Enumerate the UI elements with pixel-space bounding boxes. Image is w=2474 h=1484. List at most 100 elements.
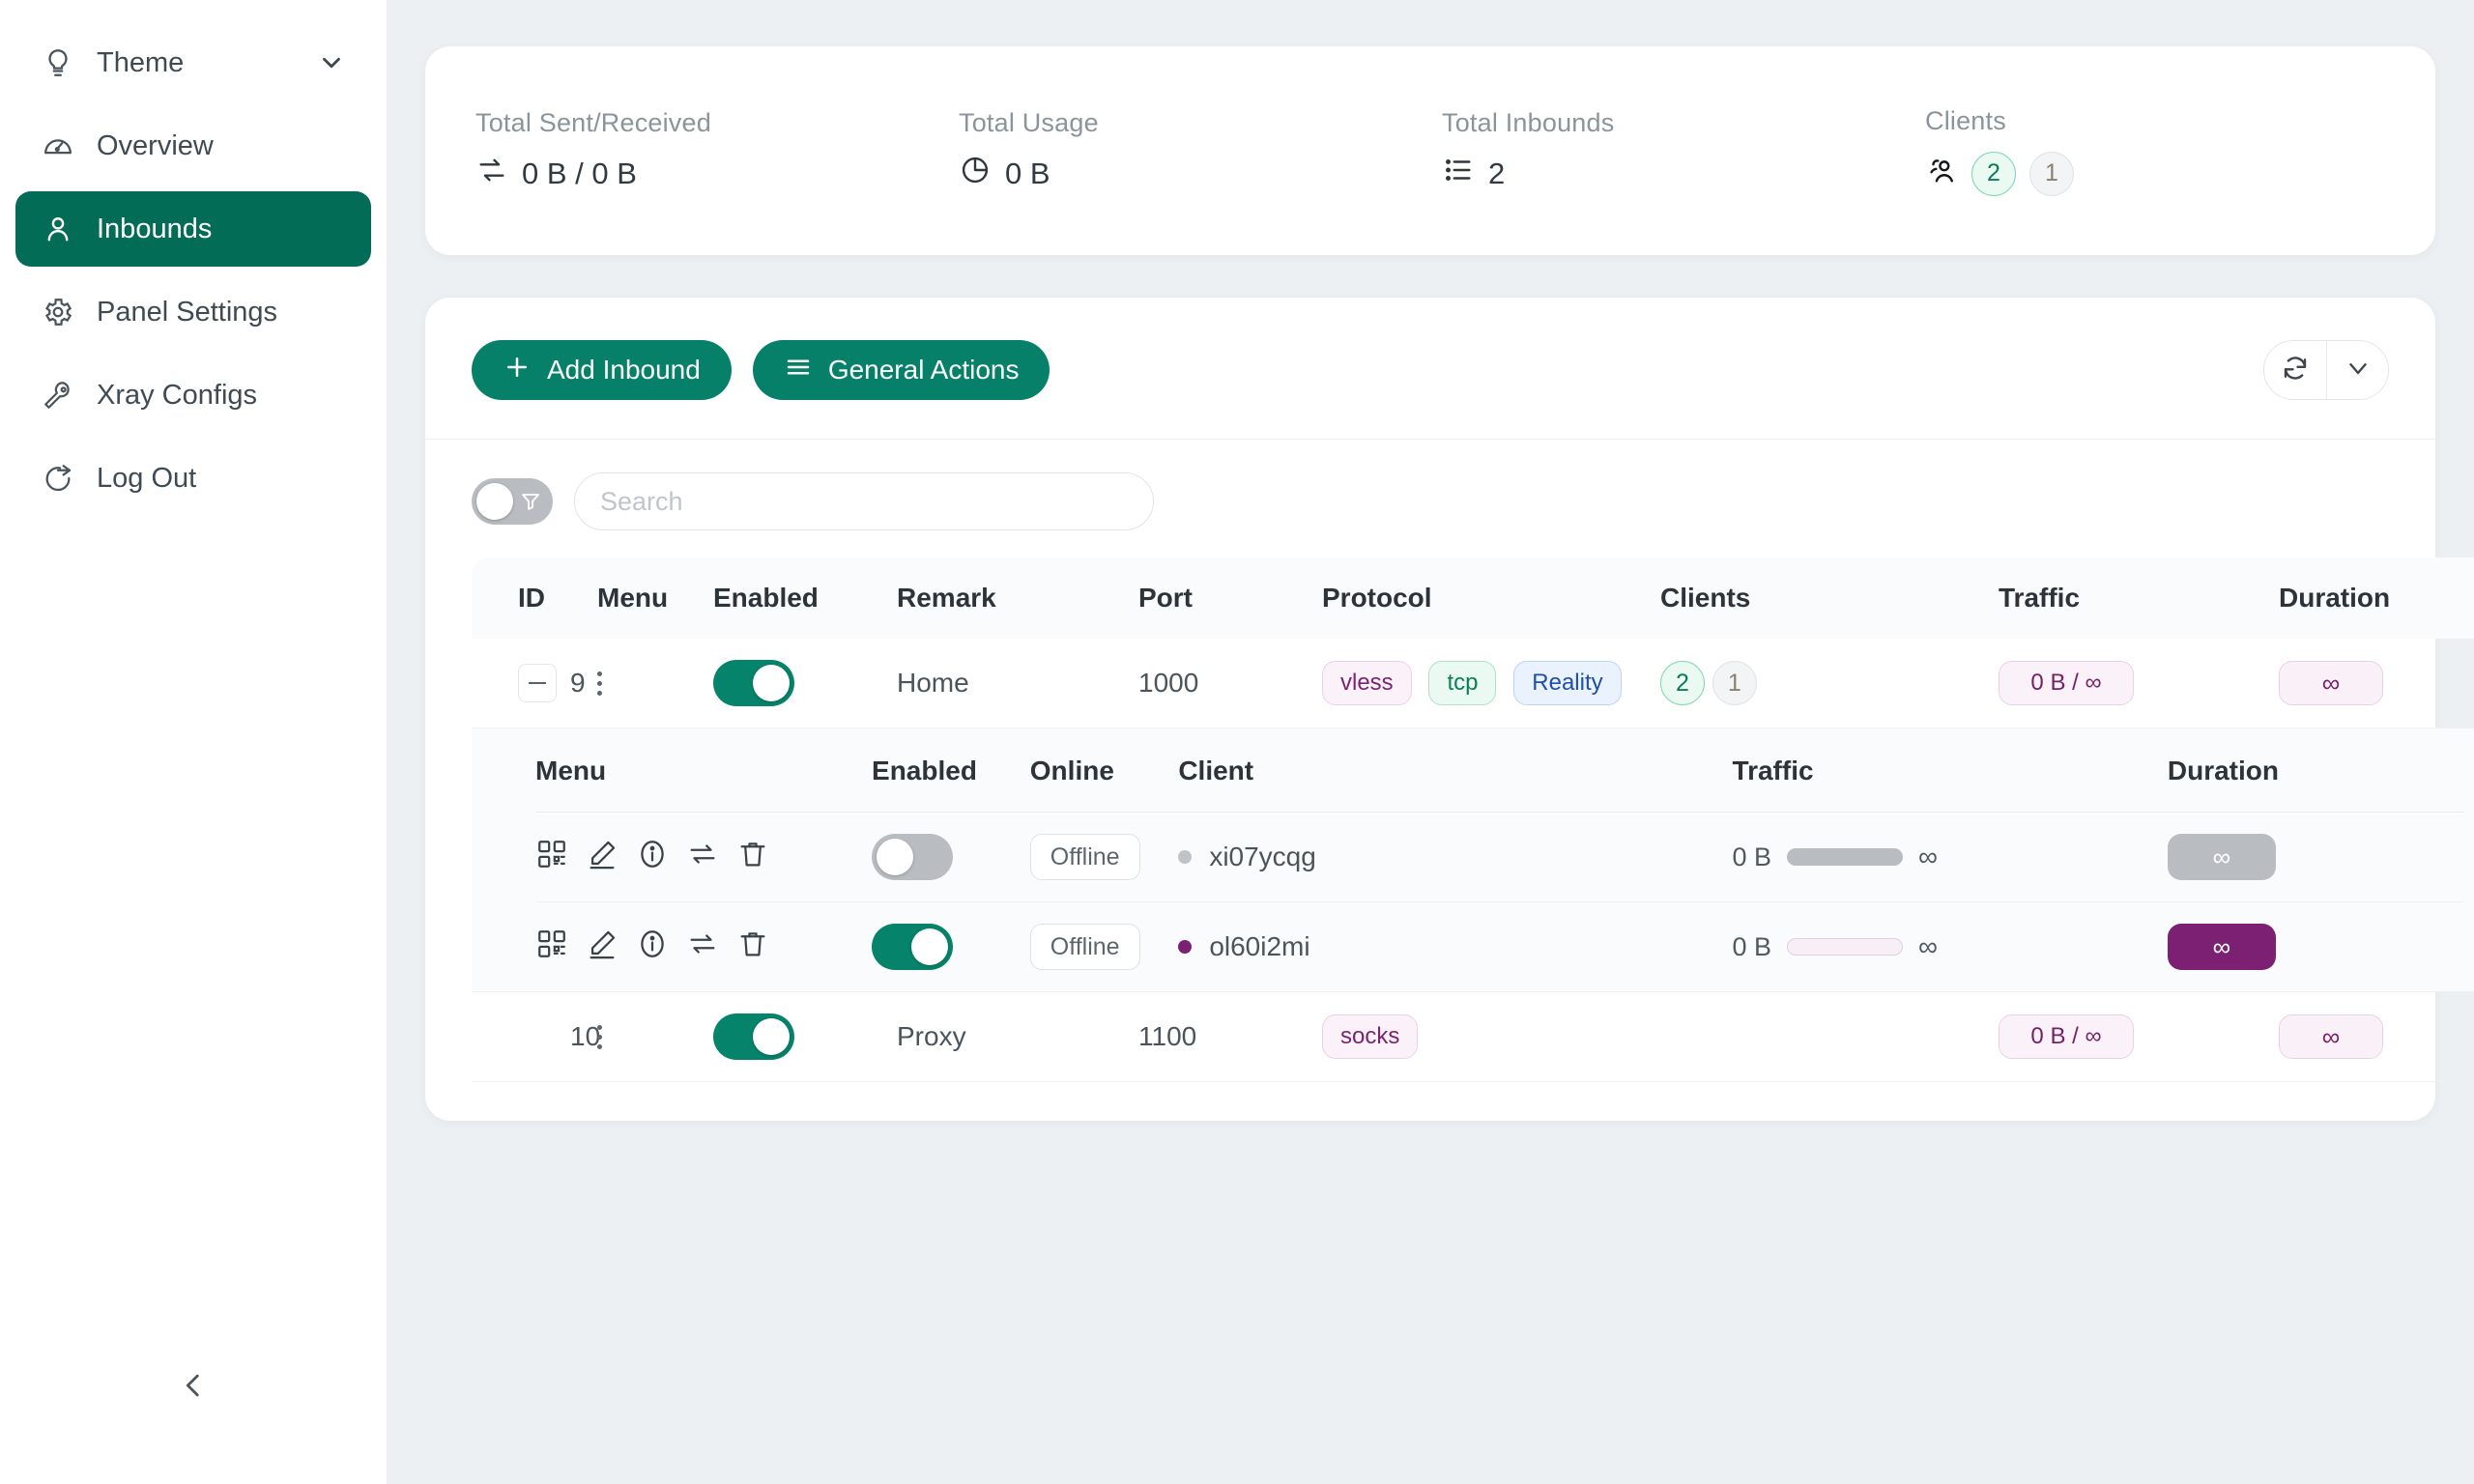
cell-traffic: 0 B / ∞ (1999, 991, 2279, 1082)
add-inbound-button[interactable]: Add Inbound (472, 340, 732, 400)
stat-total-usage: Total Usage 0 B (959, 108, 1442, 194)
column-header-duration[interactable]: Duration (2279, 557, 2474, 639)
refresh-options-button[interactable] (2326, 341, 2388, 399)
refresh-button[interactable] (2264, 341, 2326, 399)
row-clients-inactive-badge[interactable]: 1 (1712, 661, 1757, 705)
status-dot-icon (1178, 850, 1193, 864)
clients-subtable-body: Offline xi07ycqg (535, 812, 2464, 992)
column-header-id[interactable]: ID (472, 557, 597, 639)
info-icon[interactable] (636, 928, 669, 967)
stat-value: 0 B / 0 B (522, 156, 637, 190)
pie-chart-icon (959, 154, 992, 194)
traffic-used: 0 B (1732, 842, 1772, 871)
row-menu-button[interactable] (597, 671, 626, 696)
hamburger-icon (784, 353, 813, 388)
cell-client-traffic: 0 B ∞ (1733, 902, 2168, 992)
search-bar (425, 440, 2435, 557)
subcolumn-header-duration: Duration (2167, 728, 2464, 813)
search-input[interactable] (574, 472, 1154, 530)
user-icon (41, 212, 75, 246)
cell-id: 10 (472, 991, 601, 1082)
qr-code-icon[interactable] (535, 838, 568, 877)
stat-total-sent-received: Total Sent/Received 0 B / 0 B (475, 108, 959, 194)
table-row[interactable]: 9 Home 1000 vle (472, 639, 2474, 728)
toggle-knob (476, 483, 513, 520)
plus-icon (503, 353, 532, 388)
client-enabled-toggle[interactable] (872, 924, 954, 970)
cell-traffic: 0 B / ∞ (1999, 639, 2279, 728)
chevron-down-icon[interactable] (317, 48, 346, 77)
table-row[interactable]: 10 Proxy 1100 s (472, 991, 2474, 1082)
sidebar-item-label: Xray Configs (97, 379, 258, 411)
filter-toggle[interactable] (472, 478, 553, 525)
client-duration-badge: ∞ (2167, 924, 2276, 970)
chevron-down-icon (2344, 354, 2373, 387)
collapse-row-button[interactable] (518, 664, 557, 702)
traffic-limit: ∞ (1918, 931, 1939, 961)
column-header-remark[interactable]: Remark (897, 557, 1138, 639)
cell-duration: ∞ (2279, 991, 2474, 1082)
clients-inactive-badge[interactable]: 1 (2029, 151, 2074, 196)
stats-card: Total Sent/Received 0 B / 0 B Total Usag… (425, 46, 2435, 255)
row-id: 10 (570, 1021, 601, 1051)
cell-clients (1660, 991, 1999, 1082)
chevron-left-icon (177, 1369, 210, 1407)
clients-subtable-head: Menu Enabled Online Client Traffic Durat… (535, 728, 2464, 813)
client-row[interactable]: Offline xi07ycqg (535, 812, 2464, 902)
status-dot-icon (1178, 940, 1193, 954)
clients-active-badge[interactable]: 2 (1971, 151, 2016, 196)
sidebar-collapse-button[interactable] (164, 1358, 222, 1416)
toolbar-right (2263, 340, 2389, 400)
stat-value-row: 2 (1442, 154, 1925, 194)
client-name-wrapper: ol60i2mi (1178, 931, 1732, 962)
general-actions-button[interactable]: General Actions (752, 340, 1050, 400)
sidebar-item-log-out[interactable]: Log Out (15, 441, 371, 516)
sidebar-item-theme[interactable]: Theme (15, 25, 371, 100)
wrench-icon (41, 378, 75, 413)
inbounds-table: ID Menu Enabled Remark Port Protocol Cli… (472, 557, 2474, 1082)
expanded-row: Menu Enabled Online Client Traffic Durat… (472, 728, 2474, 992)
subcolumn-header-online: Online (1029, 728, 1179, 813)
client-enabled-toggle[interactable] (872, 834, 954, 880)
delete-icon[interactable] (736, 838, 769, 877)
stat-value: 0 B (1005, 156, 1050, 190)
info-icon[interactable] (636, 838, 669, 877)
row-enabled-toggle[interactable] (713, 660, 794, 706)
sidebar-item-overview[interactable]: Overview (15, 108, 371, 184)
clients-subtable: Menu Enabled Online Client Traffic Durat… (535, 728, 2464, 991)
column-header-port[interactable]: Port (1138, 557, 1322, 639)
edit-icon[interactable] (586, 928, 618, 967)
row-menu-button[interactable] (597, 1024, 626, 1049)
stat-clients: Clients 2 1 (1925, 106, 2370, 196)
cell-port: 1000 (1138, 639, 1322, 728)
refresh-split-button (2263, 340, 2389, 400)
inbounds-table-head: ID Menu Enabled Remark Port Protocol Cli… (472, 557, 2474, 639)
column-header-protocol[interactable]: Protocol (1322, 557, 1660, 639)
gear-icon (41, 295, 75, 329)
sidebar-item-xray-configs[interactable]: Xray Configs (15, 357, 371, 433)
reset-icon[interactable] (686, 838, 719, 877)
cell-remark: Home (897, 639, 1138, 728)
protocol-tag: vless (1322, 661, 1412, 705)
client-traffic: 0 B ∞ (1733, 931, 2168, 962)
stat-value: 2 (1488, 156, 1506, 190)
qr-code-icon[interactable] (535, 928, 568, 967)
stat-label: Total Inbounds (1442, 107, 1615, 137)
column-header-enabled[interactable]: Enabled (713, 557, 897, 639)
column-header-traffic[interactable]: Traffic (1999, 557, 2279, 639)
cell-client-enabled (872, 902, 1030, 992)
sidebar-item-panel-settings[interactable]: Panel Settings (15, 274, 371, 350)
reset-icon[interactable] (686, 928, 719, 967)
row-clients-active-badge[interactable]: 2 (1660, 661, 1705, 705)
column-header-menu[interactable]: Menu (597, 557, 713, 639)
client-row[interactable]: Offline ol60i2mi (535, 902, 2464, 992)
cell-client-duration: ∞ (2167, 812, 2464, 902)
client-status-badge: Offline (1029, 924, 1140, 970)
edit-icon[interactable] (586, 838, 618, 877)
row-duration-badge: ∞ (2279, 1014, 2383, 1059)
row-enabled-toggle[interactable] (713, 1013, 794, 1060)
list-icon (1442, 154, 1475, 194)
column-header-clients[interactable]: Clients (1660, 557, 1999, 639)
delete-icon[interactable] (736, 928, 769, 967)
sidebar-item-inbounds[interactable]: Inbounds (15, 191, 371, 267)
